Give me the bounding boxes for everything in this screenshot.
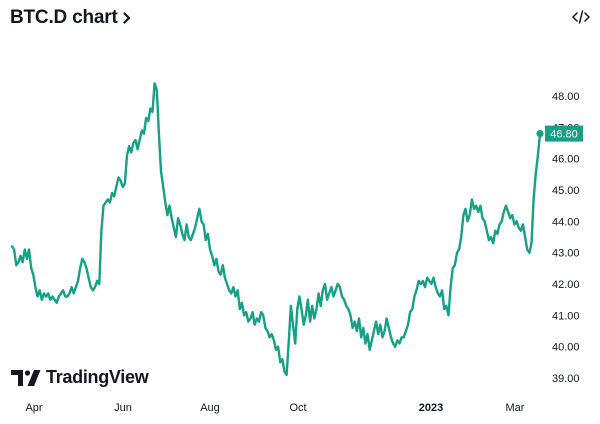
brand-name: TradingView [46, 367, 149, 387]
chart-title: BTC.D chart [10, 7, 118, 28]
chevron-right-icon [122, 12, 131, 24]
y-tick-label: 42.00 [552, 279, 580, 291]
y-tick-label: 41.00 [552, 310, 580, 322]
last-price-label: 46.80 [550, 129, 578, 141]
code-embed-icon[interactable] [570, 6, 592, 28]
x-axis: Apr Jun Aug Oct 2023 Mar [25, 402, 524, 414]
series-line [10, 82, 542, 377]
y-tick-label: 46.00 [552, 154, 580, 166]
btc-dominance-chart[interactable]: 48.0047.0046.0045.0044.0043.0042.0041.00… [0, 38, 600, 424]
tradingview-logo[interactable]: TradingView [11, 367, 149, 388]
tradingview-logo-icon [11, 369, 41, 386]
x-tick-label: Oct [289, 402, 306, 414]
y-tick-label: 40.00 [552, 342, 580, 354]
x-tick-label: Aug [200, 402, 220, 414]
last-price-tag: 46.80 [545, 125, 583, 142]
y-tick-label: 39.00 [552, 373, 580, 385]
y-tick-label: 44.00 [552, 216, 580, 228]
chart-header: BTC.D chart [0, 0, 600, 38]
y-tick-label: 48.00 [552, 91, 580, 103]
x-tick-label: Mar [506, 402, 525, 414]
chart-title-link[interactable]: BTC.D chart [10, 7, 131, 29]
y-tick-label: 45.00 [552, 185, 580, 197]
y-axis: 48.0047.0046.0045.0044.0043.0042.0041.00… [552, 91, 580, 385]
x-tick-label: Jun [114, 402, 132, 414]
y-tick-label: 43.00 [552, 248, 580, 260]
x-tick-label: Apr [25, 402, 42, 414]
x-tick-label: 2023 [419, 402, 443, 414]
chart-area[interactable]: 48.0047.0046.0045.0044.0043.0042.0041.00… [0, 38, 600, 424]
last-value-point [536, 130, 544, 138]
